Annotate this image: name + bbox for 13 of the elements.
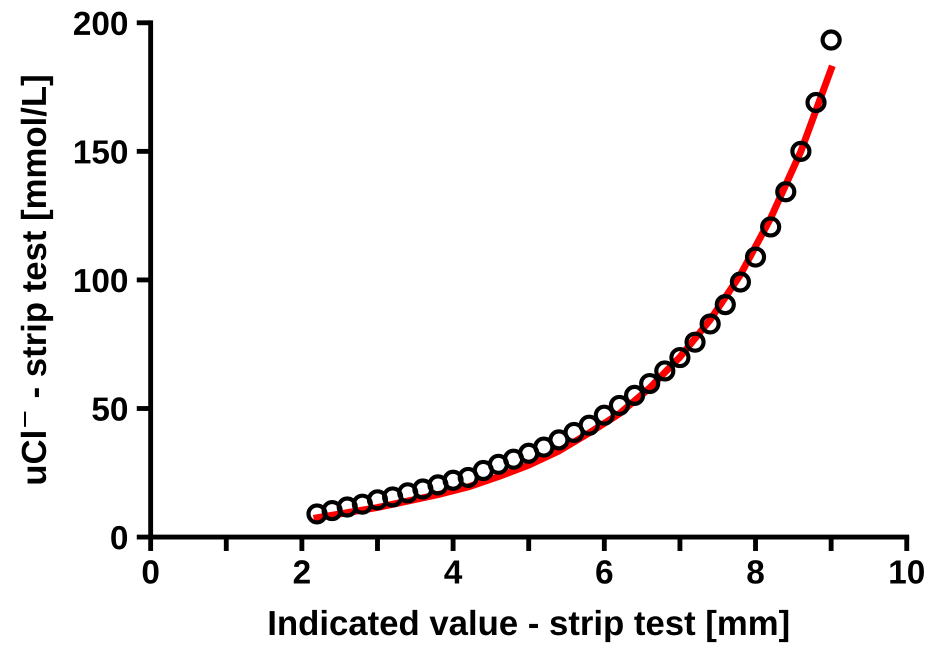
x-tick-label: 2 (294, 560, 310, 584)
y-tick-label: 150 (74, 140, 128, 164)
x-tick-label: 6 (596, 560, 612, 584)
y-tick-label: 200 (74, 12, 128, 36)
x-tick-label: 4 (444, 560, 462, 584)
x-tick-label: 8 (747, 560, 764, 584)
x-tick-label: 0 (142, 560, 159, 584)
x-tick-label: 10 (890, 560, 924, 584)
x-axis-title: Indicated value - strip test [mm] (270, 610, 788, 642)
y-axis-title: uCl$^{−}$ - strip test [mmol/L] (20, 76, 54, 484)
y-tick-label: 100 (74, 268, 128, 292)
y-tick-label: 0 (111, 526, 128, 550)
y-tick-label: 50 (92, 397, 128, 421)
